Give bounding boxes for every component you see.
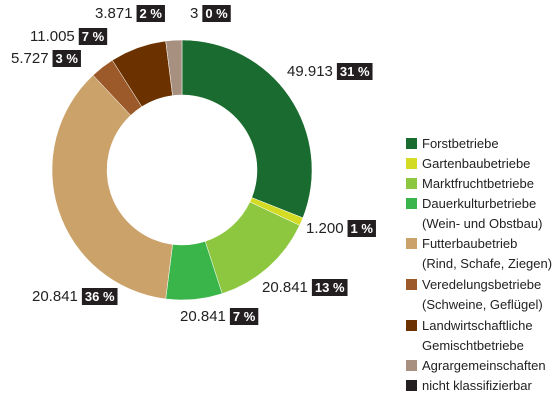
legend-swatch — [406, 360, 417, 371]
legend-label: Futterbaubetrieb — [422, 236, 517, 251]
percent-label: 7 % — [233, 309, 256, 324]
legend-swatch — [406, 279, 417, 290]
legend-swatch — [406, 178, 417, 189]
legend-label: Forstbetriebe — [422, 136, 499, 151]
count-label: 11.005 — [30, 28, 75, 45]
percent-label: 0 % — [205, 6, 228, 21]
legend-swatch — [406, 380, 417, 391]
count-label: 20.841 — [180, 308, 226, 325]
legend-label: Marktfruchtbetriebe — [422, 176, 534, 191]
percent-box — [52, 50, 81, 67]
legend-label: Veredelungsbetriebe — [422, 277, 541, 292]
legend-label: Agrargemeinschaften — [422, 358, 546, 373]
percent-label: 31 % — [340, 64, 370, 79]
legend-label: Dauerkulturbetriebe — [422, 196, 536, 211]
percent-box — [229, 308, 259, 325]
count-label: 3 — [190, 5, 198, 22]
percent-box — [136, 5, 165, 22]
percent-label: 7 % — [82, 29, 105, 44]
legend-swatch — [406, 158, 417, 169]
count-label: 20.841 — [262, 279, 308, 296]
legend-label: Landwirtschaftliche — [422, 318, 533, 333]
percent-box — [202, 5, 231, 22]
percent-label: 13 % — [315, 280, 345, 295]
count-label: 5.727 — [11, 50, 49, 67]
legend-swatch — [406, 138, 417, 149]
legend-label: Gemischtbetriebe — [422, 338, 524, 353]
legend-label: (Wein- und Obstbau) — [422, 216, 542, 231]
percent-box — [336, 63, 373, 80]
percent-box — [78, 28, 108, 45]
count-label: 3.871 — [95, 5, 133, 22]
percent-box — [81, 288, 118, 305]
legend-swatch — [406, 198, 417, 209]
percent-label: 1 % — [351, 221, 374, 236]
percent-label: 2 % — [140, 6, 163, 21]
count-label: 20.841 — [32, 288, 78, 305]
slice — [51, 74, 173, 300]
legend-swatch — [406, 238, 417, 249]
count-label: 1.200 — [306, 220, 344, 237]
percent-box — [347, 220, 376, 237]
slice — [165, 39, 183, 96]
count-label: 49.913 — [287, 63, 333, 80]
legend-swatch — [406, 320, 417, 331]
legend-label: (Schweine, Geflügel) — [422, 297, 543, 312]
percent-label: 36 % — [85, 289, 115, 304]
slice — [181, 39, 313, 219]
legend-label: Gartenbaubetriebe — [422, 156, 530, 171]
percent-box — [311, 279, 348, 296]
legend-label: nicht klassifizierbar — [422, 378, 532, 393]
percent-label: 3 % — [56, 51, 79, 66]
legend-label: (Rind, Schafe, Ziegen) — [422, 256, 552, 271]
